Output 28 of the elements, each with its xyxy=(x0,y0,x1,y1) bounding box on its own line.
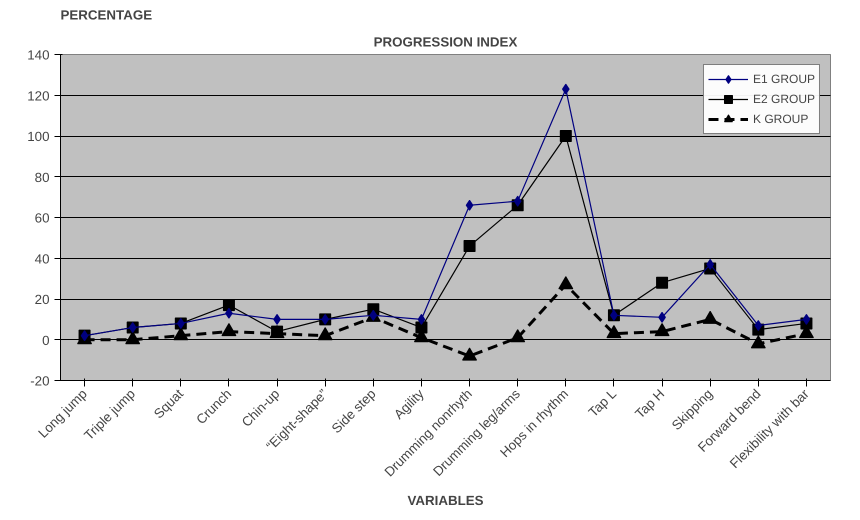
point xyxy=(222,299,235,312)
point xyxy=(562,84,570,95)
y-tick-label: 0 xyxy=(42,332,50,348)
point xyxy=(464,240,476,252)
y-tick-label: 60 xyxy=(34,210,50,226)
legend-label: E1 GROUP xyxy=(752,72,815,86)
point xyxy=(560,130,572,142)
y-tick-label: 40 xyxy=(34,251,50,266)
x-tick-label: Tap L xyxy=(586,386,620,420)
y-axis-title: PERCENTAGE xyxy=(60,8,152,22)
y-tick-label: 100 xyxy=(27,129,50,144)
y-tick-label: 20 xyxy=(34,292,50,307)
point xyxy=(656,276,668,289)
point xyxy=(754,320,762,331)
x-axis-title: VARIABLES xyxy=(407,492,484,508)
x-tick-label: Tap H xyxy=(632,386,668,422)
chart-title: PROGRESSION INDEX xyxy=(374,34,518,50)
point xyxy=(706,258,714,270)
point xyxy=(369,310,378,321)
x-tick-label: Side step xyxy=(328,386,379,436)
y-tick-label: -20 xyxy=(30,374,50,388)
legend-label: E2 GROUP xyxy=(752,92,815,106)
point xyxy=(415,322,428,334)
point xyxy=(514,196,522,207)
y-tick-label: 80 xyxy=(34,170,50,185)
legend-label: K GROUP xyxy=(752,112,808,126)
y-tick-label: 140 xyxy=(27,48,50,62)
y-tick-label: 120 xyxy=(27,88,50,104)
